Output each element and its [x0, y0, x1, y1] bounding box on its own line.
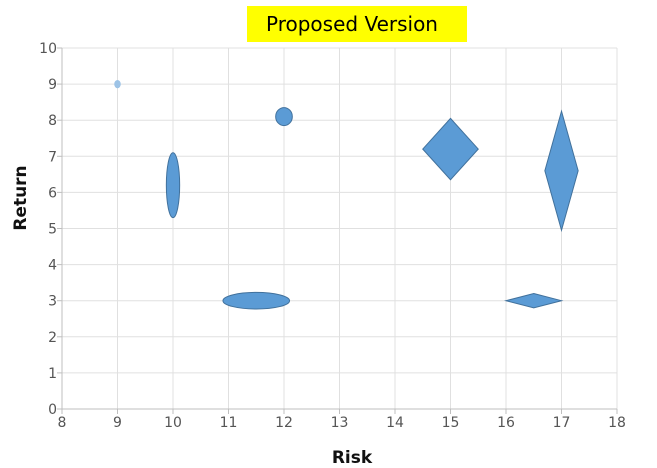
x-tick-label: 8 — [58, 415, 67, 431]
data-point-diamond — [504, 292, 564, 309]
y-tick-label: 6 — [48, 185, 57, 201]
data-point-circle — [275, 107, 293, 127]
x-axis-title: Risk — [332, 448, 373, 468]
x-tick-label: 14 — [386, 415, 404, 431]
data-points — [114, 79, 579, 310]
axes — [57, 47, 618, 414]
x-tick-label: 9 — [113, 415, 122, 431]
grid — [61, 47, 618, 410]
x-tick-label: 10 — [164, 415, 182, 431]
y-tick-label: 7 — [48, 149, 57, 165]
y-axis-title: Return — [11, 165, 31, 230]
x-tick-label: 13 — [331, 415, 349, 431]
x-tick-label: 18 — [608, 415, 626, 431]
x-tick-label: 15 — [442, 415, 460, 431]
x-tick-label: 17 — [553, 415, 571, 431]
y-tick-label: 2 — [48, 330, 57, 346]
x-tick-label: 16 — [497, 415, 515, 431]
y-tick-label: 3 — [48, 294, 57, 310]
chart-title-background — [247, 6, 467, 42]
data-point-diamond — [544, 109, 579, 233]
x-tick-label: 12 — [275, 415, 293, 431]
x-tick-label: 11 — [220, 415, 238, 431]
y-tick-label: 5 — [48, 222, 57, 238]
y-tick-label: 1 — [48, 366, 57, 382]
data-point-circle — [114, 79, 121, 89]
data-point-ellipse — [222, 291, 291, 310]
data-point-ellipse — [165, 152, 181, 219]
y-tick-label: 0 — [48, 402, 57, 418]
data-point-diamond — [422, 117, 479, 181]
y-tick-label: 8 — [48, 113, 57, 129]
y-tick-label: 9 — [48, 77, 57, 93]
y-tick-label: 10 — [39, 41, 57, 57]
y-tick-label: 4 — [48, 258, 57, 274]
chart-title: Proposed Version — [266, 12, 438, 36]
